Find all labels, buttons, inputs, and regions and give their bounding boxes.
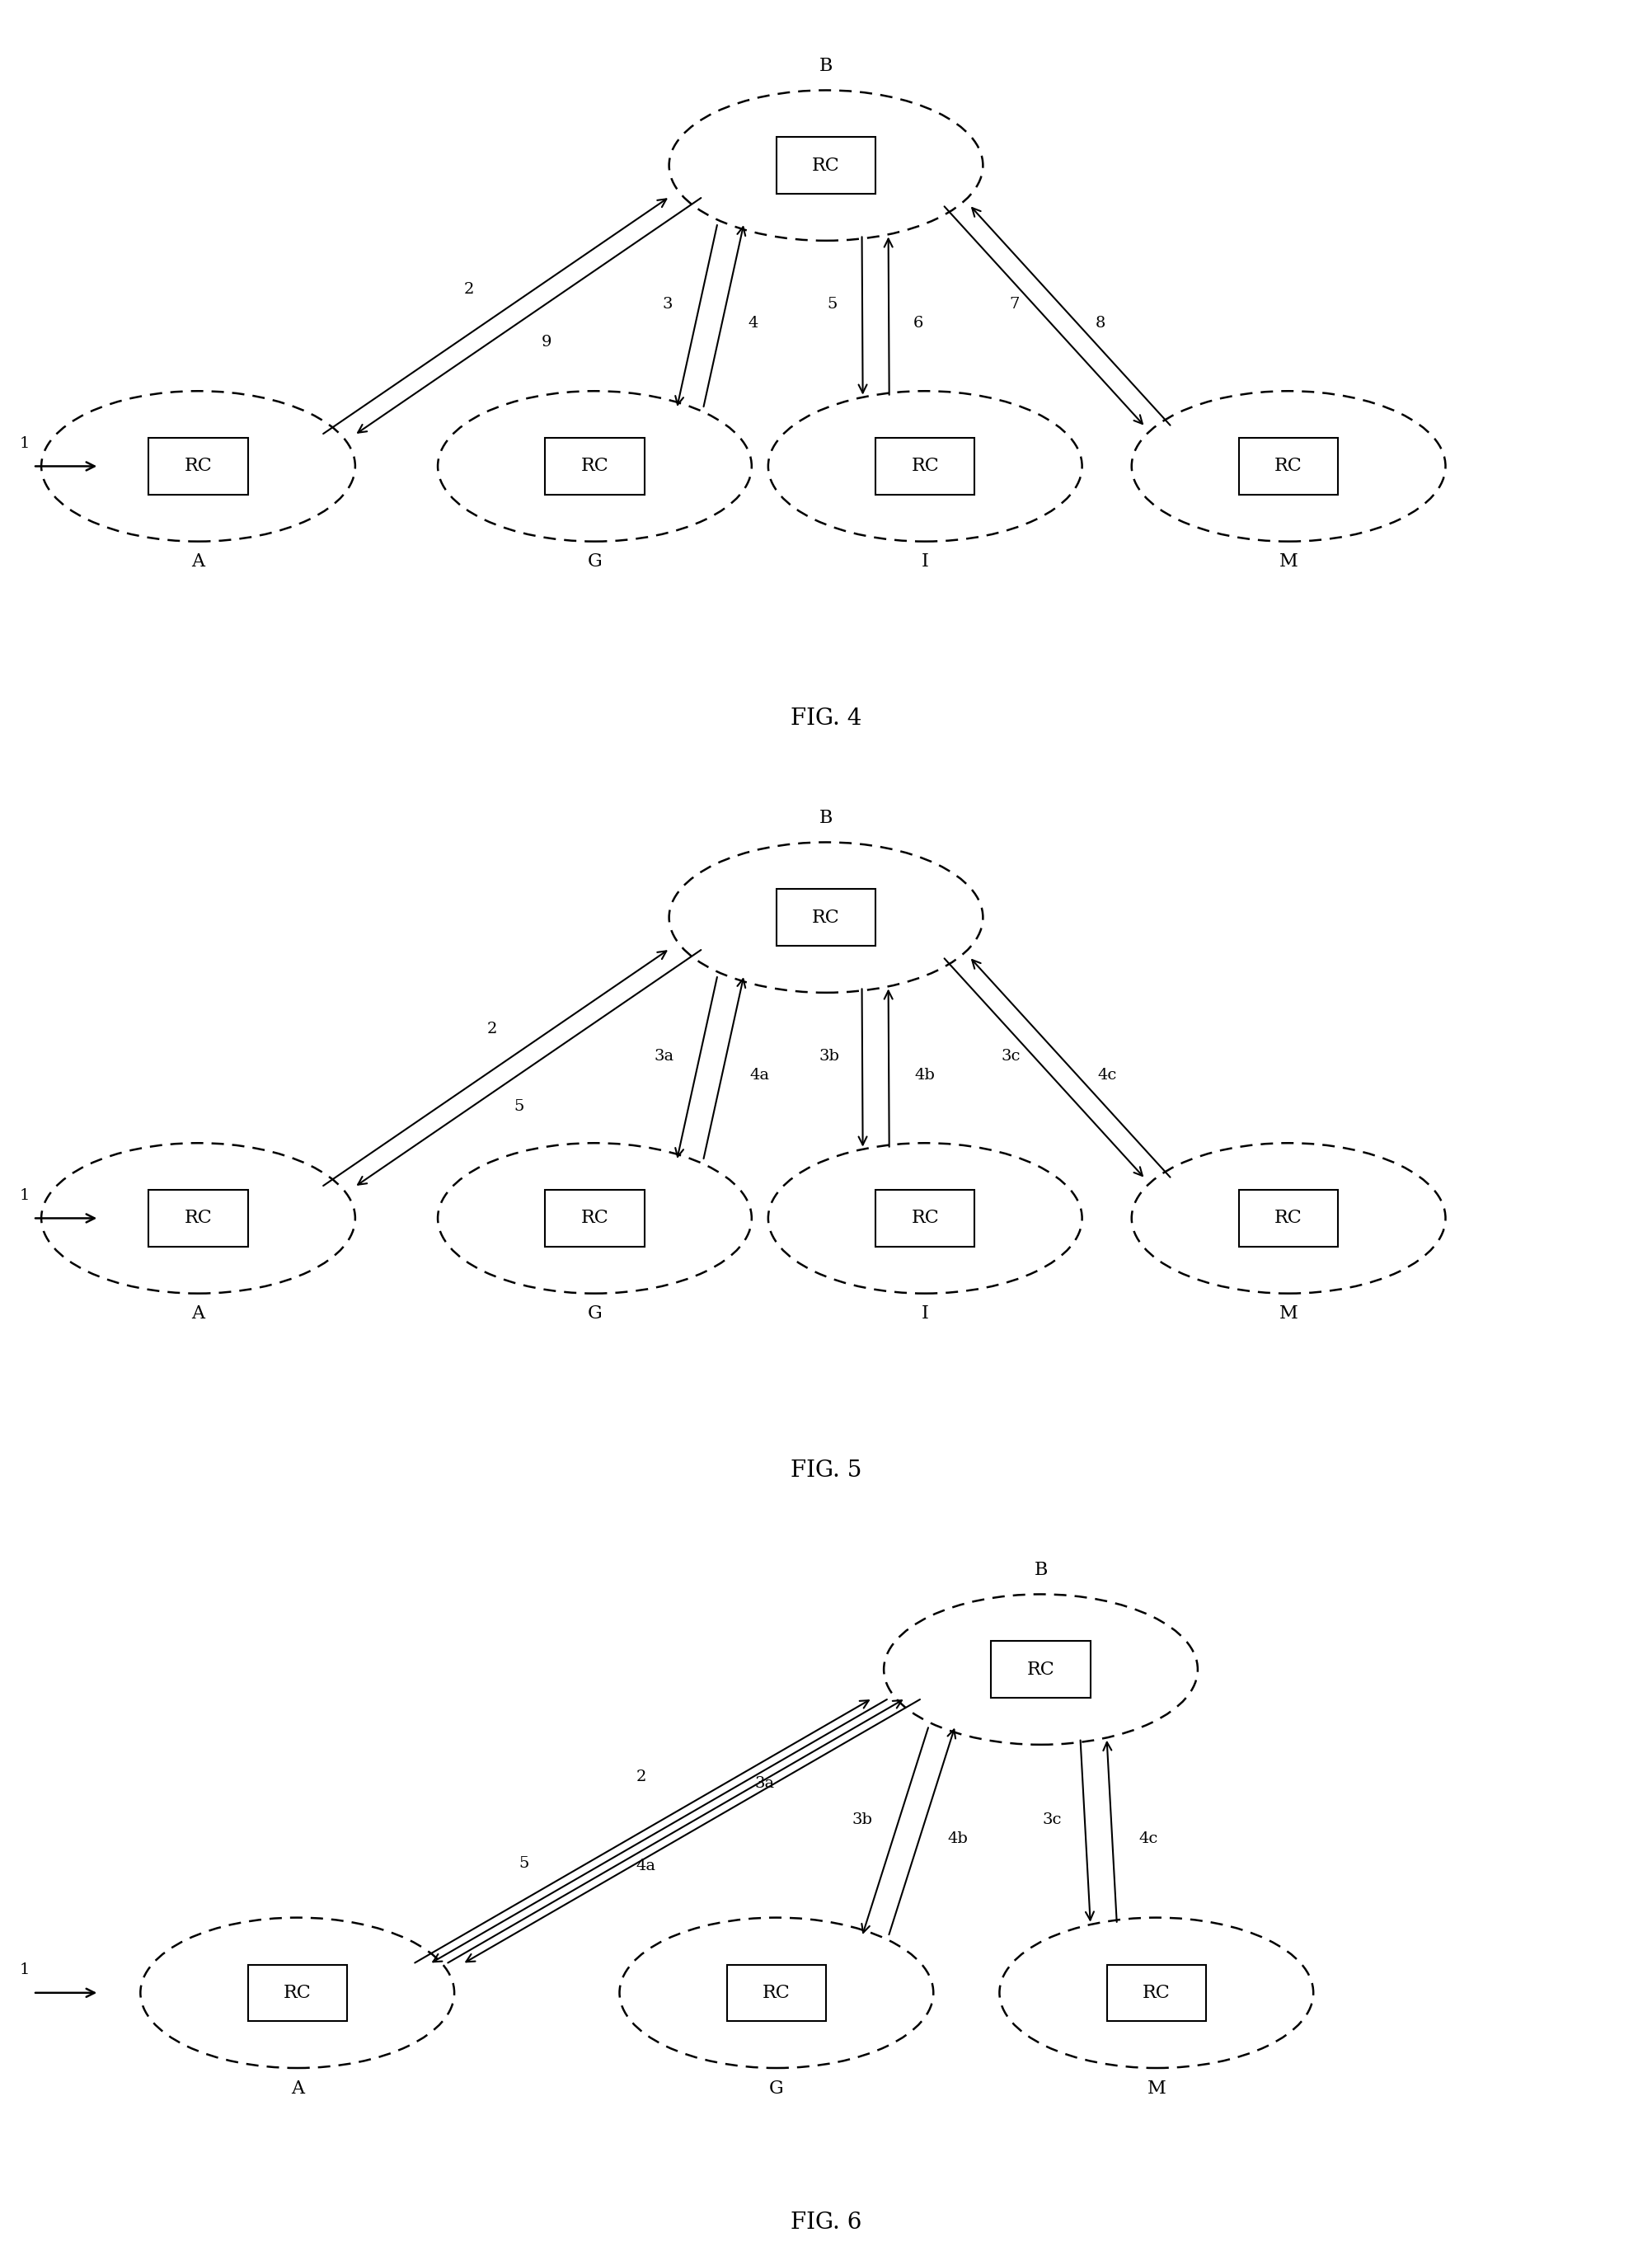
FancyBboxPatch shape	[776, 889, 876, 945]
Text: 9: 9	[542, 334, 552, 350]
Text: 3a: 3a	[755, 1775, 775, 1791]
Text: 3b: 3b	[852, 1812, 872, 1827]
Text: RC: RC	[1028, 1660, 1054, 1678]
Text: 1: 1	[20, 435, 30, 451]
Text: 4a: 4a	[636, 1859, 656, 1872]
Text: I: I	[922, 1304, 928, 1322]
Text: M: M	[1146, 2080, 1166, 2098]
Text: 4a: 4a	[750, 1067, 770, 1083]
Text: A: A	[291, 2080, 304, 2098]
Text: 3c: 3c	[1042, 1812, 1062, 1827]
Text: RC: RC	[185, 1209, 211, 1227]
Text: 1: 1	[20, 1963, 30, 1979]
Text: RC: RC	[582, 1209, 608, 1227]
FancyBboxPatch shape	[876, 438, 975, 494]
Text: 5: 5	[519, 1857, 529, 1870]
Text: RC: RC	[763, 1983, 790, 2001]
Text: RC: RC	[1143, 1983, 1170, 2001]
Text: 4c: 4c	[1097, 1067, 1117, 1083]
Text: 4c: 4c	[1138, 1832, 1158, 1845]
Text: FIG. 6: FIG. 6	[790, 2211, 862, 2233]
Text: 3b: 3b	[819, 1049, 839, 1065]
Text: RC: RC	[912, 1209, 938, 1227]
Text: M: M	[1279, 553, 1298, 571]
Text: 7: 7	[1009, 298, 1019, 311]
Text: RC: RC	[185, 458, 211, 476]
FancyBboxPatch shape	[776, 138, 876, 194]
Text: RC: RC	[1275, 458, 1302, 476]
Text: G: G	[588, 1304, 601, 1322]
Text: RC: RC	[912, 458, 938, 476]
FancyBboxPatch shape	[545, 438, 644, 494]
FancyBboxPatch shape	[1107, 1965, 1206, 2021]
Text: 3: 3	[662, 298, 672, 311]
FancyBboxPatch shape	[149, 438, 248, 494]
Text: 4b: 4b	[948, 1832, 968, 1845]
Text: 8: 8	[1095, 316, 1105, 332]
Text: RC: RC	[813, 909, 839, 927]
Text: B: B	[819, 56, 833, 74]
FancyBboxPatch shape	[727, 1965, 826, 2021]
FancyBboxPatch shape	[1239, 438, 1338, 494]
Text: RC: RC	[813, 156, 839, 174]
FancyBboxPatch shape	[991, 1642, 1090, 1697]
Text: 2: 2	[636, 1771, 646, 1784]
Text: 5: 5	[828, 298, 838, 311]
FancyBboxPatch shape	[149, 1191, 248, 1245]
FancyBboxPatch shape	[545, 1191, 644, 1245]
Text: 6: 6	[914, 316, 923, 332]
Text: 4: 4	[748, 316, 758, 332]
Text: G: G	[588, 553, 601, 571]
Text: 5: 5	[514, 1099, 524, 1114]
Text: A: A	[192, 1304, 205, 1322]
Text: 3c: 3c	[1001, 1049, 1021, 1065]
Text: RC: RC	[284, 1983, 311, 2001]
Text: A: A	[192, 553, 205, 571]
Text: 2: 2	[464, 282, 474, 298]
FancyBboxPatch shape	[248, 1965, 347, 2021]
Text: RC: RC	[582, 458, 608, 476]
Text: 4b: 4b	[915, 1067, 935, 1083]
FancyBboxPatch shape	[1239, 1191, 1338, 1245]
Text: FIG. 4: FIG. 4	[790, 706, 862, 729]
Text: 3a: 3a	[654, 1049, 674, 1065]
Text: 2: 2	[487, 1022, 497, 1036]
Text: 1: 1	[20, 1189, 30, 1202]
Text: B: B	[819, 810, 833, 828]
Text: B: B	[1034, 1561, 1047, 1579]
Text: G: G	[770, 2080, 783, 2098]
FancyBboxPatch shape	[876, 1191, 975, 1245]
Text: M: M	[1279, 1304, 1298, 1322]
Text: RC: RC	[1275, 1209, 1302, 1227]
Text: FIG. 5: FIG. 5	[790, 1460, 862, 1482]
Text: I: I	[922, 553, 928, 571]
